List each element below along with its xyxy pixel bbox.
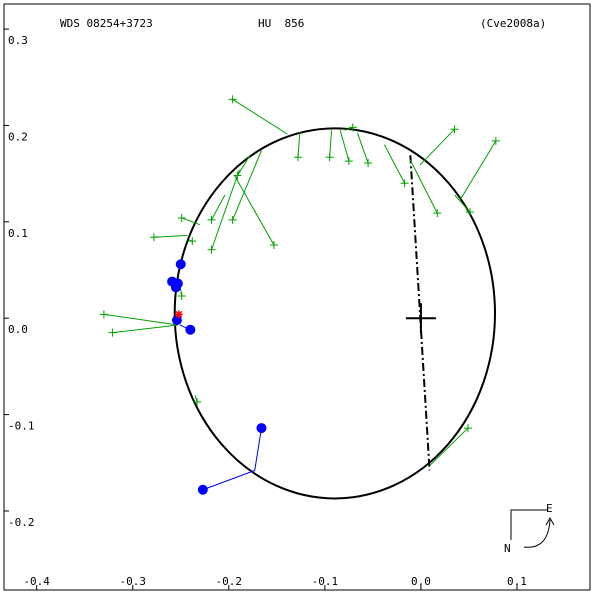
measurement-plus <box>293 153 302 162</box>
measurement-plus <box>193 398 202 407</box>
y-tick-label: -0.2 <box>8 516 35 529</box>
y-tick-label: 0.1 <box>8 227 28 240</box>
chart-title: WDS 08254+3723 <box>60 17 153 30</box>
residual <box>112 324 178 334</box>
measurement-plus <box>465 208 474 217</box>
compass-frame <box>510 509 548 540</box>
measurement-plus <box>348 123 357 132</box>
measurement-plus <box>400 179 409 188</box>
reference: (Cve2008a) <box>480 17 546 30</box>
y-tick-label: 0.0 <box>8 323 28 336</box>
measurement-plus <box>325 153 334 162</box>
measurement-plus <box>177 213 186 222</box>
measurement-plus <box>364 159 373 168</box>
line-of-nodes <box>409 155 431 471</box>
residual <box>181 217 201 226</box>
measurement-plus <box>207 245 216 254</box>
residual <box>459 140 497 200</box>
residual <box>211 169 240 250</box>
residual <box>339 130 350 162</box>
primary-star <box>405 303 436 334</box>
residual <box>383 144 406 184</box>
chart-subtitle: HU 856 <box>258 17 304 30</box>
compass-arrowhead <box>545 516 555 526</box>
measurement-plus <box>433 209 442 218</box>
x-tick-label: -0.1 <box>312 575 339 588</box>
x-tick-label: -0.3 <box>119 575 146 588</box>
residual <box>254 428 262 471</box>
measurement-plus <box>228 95 237 104</box>
measurement-dot <box>256 423 267 434</box>
compass-east: E <box>546 502 553 515</box>
y-tick-label: -0.1 <box>8 420 35 433</box>
measurement-star <box>174 310 183 319</box>
residual <box>234 175 275 246</box>
measurement-plus <box>344 157 353 166</box>
measurement-plus <box>450 125 459 134</box>
measurement-plus <box>188 237 197 246</box>
residual <box>409 159 438 214</box>
measurement-plus <box>228 215 237 224</box>
measurement-dot <box>197 484 208 495</box>
residual <box>232 98 288 135</box>
x-tick-label: -0.2 <box>216 575 243 588</box>
residual <box>419 128 455 166</box>
residual <box>211 194 226 221</box>
measurement-dot <box>185 324 196 335</box>
measurement-dot <box>172 278 183 289</box>
x-tick-label: 0.0 <box>411 575 431 588</box>
y-tick-label: 0.2 <box>8 130 28 143</box>
measurement-plus <box>207 215 216 224</box>
measurement-plus <box>491 136 500 145</box>
plot-frame <box>3 3 591 591</box>
measurement-plus <box>463 424 472 433</box>
compass-arrow <box>523 519 551 548</box>
residual <box>297 132 301 158</box>
compass-north: N <box>504 542 511 555</box>
x-tick-label: 0.1 <box>507 575 527 588</box>
measurement-plus <box>99 310 108 319</box>
y-tick-label: 0.3 <box>8 34 28 47</box>
measurement-plus <box>177 292 186 301</box>
measurement-plus <box>269 240 278 249</box>
measurement-plus <box>149 233 158 242</box>
compass: E N <box>504 502 555 555</box>
residual <box>357 132 369 164</box>
measurement-dot <box>175 259 186 270</box>
residual <box>329 130 333 158</box>
residual <box>237 155 251 176</box>
residual <box>202 470 255 491</box>
x-tick-label: -0.4 <box>23 575 50 588</box>
residual <box>103 313 178 326</box>
measurement-plus <box>108 328 117 337</box>
residual <box>454 194 471 213</box>
residual <box>153 234 188 238</box>
orbit <box>173 127 496 500</box>
residual <box>232 150 262 221</box>
residual <box>429 427 469 467</box>
